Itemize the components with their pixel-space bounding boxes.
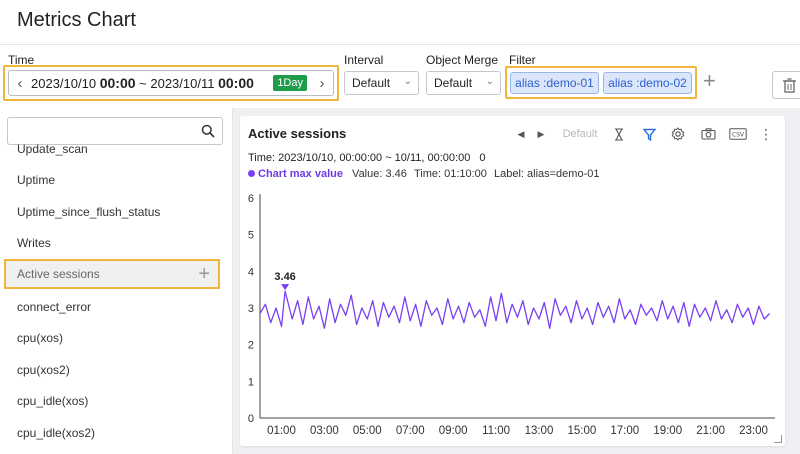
chart-title: Active sessions bbox=[248, 126, 347, 141]
x-tick-label: 23:00 bbox=[739, 425, 768, 437]
metric-item-writes[interactable]: Writes bbox=[17, 236, 51, 250]
metric-item-connect-error[interactable]: connect_error bbox=[17, 300, 92, 314]
y-tick-label: 6 bbox=[248, 193, 254, 205]
chevron-right-icon[interactable]: ▶ bbox=[537, 128, 545, 139]
time-start-clock: 00:00 bbox=[99, 75, 136, 91]
metric-item-update-scan[interactable]: Update_scan bbox=[17, 142, 88, 156]
time-end-clock: 00:00 bbox=[218, 75, 254, 91]
chevron-down-icon: ⌄ bbox=[403, 76, 412, 87]
chart-max-label: Chart max value bbox=[258, 168, 343, 180]
metric-item-uptime[interactable]: Uptime bbox=[17, 173, 56, 187]
time-start-date: 2023/10/10 bbox=[31, 76, 97, 91]
camera-icon[interactable] bbox=[699, 124, 717, 144]
x-tick-label: 01:00 bbox=[267, 425, 296, 437]
filter-chips-highlight: alias :demo-01 alias :demo-02 bbox=[505, 66, 697, 99]
page-title: Metrics Chart bbox=[17, 9, 136, 31]
metric-item-uptime-since-flush-status[interactable]: Uptime_since_flush_status bbox=[17, 205, 161, 219]
chart-interval-option[interactable]: Default bbox=[562, 128, 598, 140]
metric-item-cpu-idle-xos2[interactable]: cpu_idle(xos2) bbox=[17, 426, 96, 440]
x-tick-label: 03:00 bbox=[310, 425, 339, 437]
x-tick-label: 15:00 bbox=[567, 425, 596, 437]
chart-max-info: Chart max value Value: 3.46 Time: 01:10:… bbox=[248, 168, 599, 180]
chevron-down-icon: ⌄ bbox=[485, 76, 494, 87]
resize-handle[interactable] bbox=[774, 435, 782, 443]
chevron-left-icon[interactable]: ◀ bbox=[517, 128, 525, 139]
trash-icon bbox=[783, 78, 796, 93]
interval-label: Interval bbox=[344, 53, 384, 67]
time-range-picker-highlight: ‹ 2023/10/10 00:00 ~ 2023/10/11 00:00 1D… bbox=[3, 65, 339, 101]
filter-label: Filter bbox=[509, 53, 536, 67]
time-label: Time bbox=[8, 53, 35, 67]
filter-chip-demo-01[interactable]: alias :demo-01 bbox=[510, 72, 599, 94]
gear-icon[interactable] bbox=[670, 124, 686, 144]
plus-icon[interactable]: + bbox=[198, 263, 210, 285]
chart-time-range: Time: 2023/10/10, 00:00:00 ~ 10/11, 00:0… bbox=[248, 152, 486, 164]
metric-item-active-sessions[interactable]: Active sessions + bbox=[4, 259, 220, 289]
metric-item-cpu-xos2[interactable]: cpu(xos2) bbox=[17, 363, 70, 377]
chart-toolbar: ◀ ▶ Default CSV ⋮ bbox=[515, 124, 785, 144]
chart-max-value: Value: 3.46 bbox=[352, 168, 407, 180]
svg-text:CSV: CSV bbox=[732, 132, 745, 139]
y-tick-label: 2 bbox=[248, 340, 254, 352]
object-merge-select[interactable]: Default ⌄ bbox=[426, 71, 501, 95]
metrics-sidebar: Update_scan Uptime Uptime_since_flush_st… bbox=[0, 108, 233, 454]
y-tick-label: 4 bbox=[248, 266, 254, 278]
time-end-date: 2023/10/11 bbox=[150, 76, 215, 91]
series-color-dot bbox=[248, 170, 255, 177]
metric-item-label: Active sessions bbox=[17, 267, 100, 281]
time-range-picker[interactable]: ‹ 2023/10/10 00:00 ~ 2023/10/11 00:00 1D… bbox=[8, 70, 334, 96]
object-merge-value: Default bbox=[434, 76, 473, 90]
chart-time-range-count: 0 bbox=[479, 152, 486, 164]
chart-max-series: Label: alias=demo-01 bbox=[493, 168, 600, 180]
time-span-badge[interactable]: 1Day bbox=[273, 75, 307, 91]
filter-icon[interactable] bbox=[641, 124, 657, 144]
filter-chip-demo-02[interactable]: alias :demo-02 bbox=[603, 72, 692, 94]
interval-value: Default bbox=[352, 76, 391, 90]
toolbar: Time ‹ 2023/10/10 00:00 ~ 2023/10/11 00:… bbox=[0, 45, 800, 108]
chevron-right-icon[interactable]: › bbox=[319, 74, 325, 92]
search-icon[interactable] bbox=[201, 124, 215, 138]
page-header: Metrics Chart bbox=[0, 0, 800, 45]
metric-item-cpu-idle-xos[interactable]: cpu_idle(xos) bbox=[17, 394, 89, 408]
max-point-marker bbox=[281, 284, 290, 291]
metric-item-cpu-xos[interactable]: cpu(xos) bbox=[17, 331, 64, 345]
hourglass-icon[interactable] bbox=[611, 124, 627, 144]
csv-icon[interactable]: CSV bbox=[728, 124, 748, 144]
y-tick-label: 1 bbox=[248, 376, 254, 388]
metric-search-box[interactable] bbox=[7, 117, 223, 145]
delete-button[interactable] bbox=[772, 71, 800, 99]
chart-time-range-text: Time: 2023/10/10, 00:00:00 ~ 10/11, 00:0… bbox=[248, 152, 471, 164]
y-tick-label: 3 bbox=[248, 303, 254, 315]
more-vertical-icon[interactable]: ⋮ bbox=[759, 125, 773, 142]
max-point-label: 3.46 bbox=[274, 271, 295, 283]
x-tick-label: 19:00 bbox=[653, 425, 682, 437]
x-tick-label: 05:00 bbox=[353, 425, 382, 437]
x-tick-label: 21:00 bbox=[696, 425, 725, 437]
x-tick-label: 11:00 bbox=[482, 425, 510, 437]
time-range-text[interactable]: 2023/10/10 00:00 ~ 2023/10/11 00:00 bbox=[31, 75, 269, 91]
plus-icon[interactable]: + bbox=[703, 68, 716, 93]
chart-max-time: Time: 01:10:00 bbox=[413, 168, 487, 180]
object-merge-label: Object Merge bbox=[426, 53, 499, 67]
line-chart[interactable]: 0 1 2 3 4 5 6 01:00 03:00 05:00 07:00 09:00 11:00 13:… bbox=[240, 116, 785, 446]
chevron-left-icon[interactable]: ‹ bbox=[17, 74, 23, 92]
x-tick-label: 09:00 bbox=[439, 425, 468, 437]
y-tick-label: 5 bbox=[248, 230, 254, 242]
chart-card: Active sessions ◀ ▶ Default CSV ⋮ Time: … bbox=[240, 116, 785, 446]
x-tick-label: 17:00 bbox=[610, 425, 639, 437]
x-tick-label: 07:00 bbox=[396, 425, 425, 437]
interval-select[interactable]: Default ⌄ bbox=[344, 71, 419, 95]
x-tick-label: 13:00 bbox=[525, 425, 554, 437]
time-separator: ~ bbox=[139, 76, 147, 91]
y-tick-label: 0 bbox=[248, 413, 254, 425]
series-line bbox=[259, 290, 771, 329]
metric-search-input[interactable] bbox=[14, 122, 198, 142]
